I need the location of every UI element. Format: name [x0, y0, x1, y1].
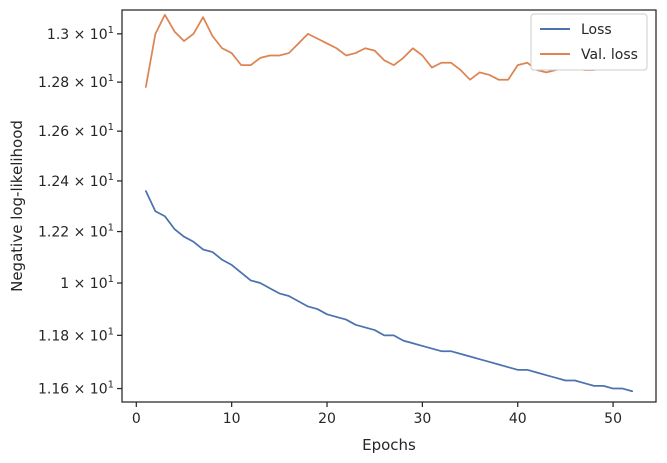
series-layer	[144, 13, 634, 393]
x-tick-label: 50	[604, 411, 622, 427]
legend-label-loss: Loss	[581, 22, 612, 38]
y-axis-title: Negative log-likelihood	[8, 120, 26, 292]
plot-background	[122, 10, 656, 402]
y-tick-label: 1.22 × 101	[38, 223, 114, 241]
series-line-val-loss	[144, 13, 634, 88]
x-tick-label: 10	[223, 411, 241, 427]
y-tick-label: 1.16 × 101	[38, 380, 114, 398]
legend: Loss Val. loss	[530, 13, 648, 71]
y-tick-label: 1.18 × 101	[38, 326, 114, 344]
y-axis-ticks: 1.16 × 101 1.18 × 101 1 × 101 1.22 × 101 1.2…	[38, 25, 122, 398]
legend-label-val-loss: Val. loss	[581, 47, 638, 63]
x-axis-title: Epochs	[362, 436, 416, 454]
x-tick-label: 0	[132, 411, 141, 427]
y-tick-label: 1.28 × 101	[38, 73, 114, 91]
y-tick-label: 1 × 101	[60, 274, 114, 292]
x-axis-ticks: 0 10 20 30 40 50	[132, 402, 622, 427]
x-tick-label: 40	[509, 411, 527, 427]
series-line-loss	[144, 190, 634, 393]
y-tick-label: 1.26 × 101	[38, 122, 114, 140]
y-tick-label: 1.24 × 101	[38, 172, 114, 190]
plot-frame	[121, 9, 657, 403]
x-tick-label: 20	[318, 411, 336, 427]
y-tick-label: 1.3 × 101	[47, 25, 114, 43]
x-tick-label: 30	[413, 411, 431, 427]
